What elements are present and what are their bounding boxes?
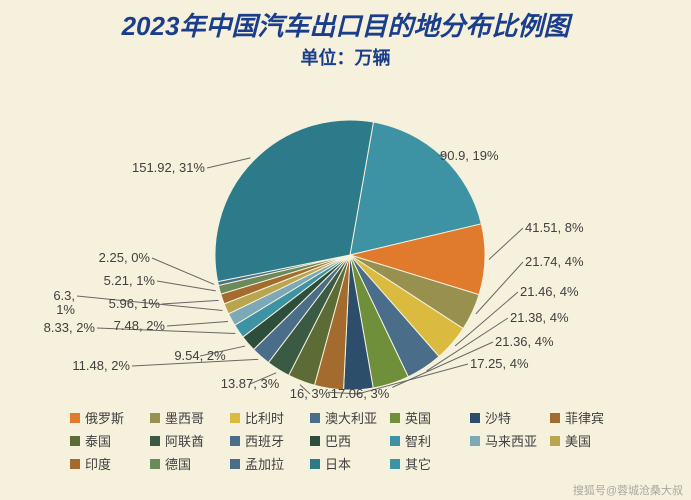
legend-label: 沙特 (485, 408, 511, 427)
legend-swatch (230, 436, 240, 446)
legend-item: 马来西亚 (470, 431, 550, 450)
legend-item: 巴西 (310, 431, 390, 450)
legend-swatch (470, 413, 480, 423)
legend-label: 其它 (405, 454, 431, 473)
legend-item: 孟加拉 (230, 454, 310, 473)
legend-item: 西班牙 (230, 431, 310, 450)
legend-label: 印度 (85, 454, 111, 473)
slice-label: 21.38, 4% (510, 310, 569, 325)
slice-label: 1% (56, 302, 75, 317)
slice-label: 13.87, 3% (221, 376, 280, 391)
legend-item: 印度 (70, 454, 150, 473)
legend-swatch (550, 413, 560, 423)
leader-line (489, 228, 523, 260)
legend-label: 俄罗斯 (85, 408, 124, 427)
legend-label: 日本 (325, 454, 351, 473)
legend-item: 菲律宾 (550, 408, 630, 427)
legend-label: 德国 (165, 454, 191, 473)
legend-swatch (310, 436, 320, 446)
slice-label: 2.25, 0% (99, 250, 151, 265)
legend-item: 阿联酋 (150, 431, 230, 450)
legend-label: 美国 (565, 431, 591, 450)
slice-label: 7.48, 2% (114, 318, 166, 333)
legend-swatch (150, 413, 160, 423)
slice-label: 151.92, 31% (132, 160, 205, 175)
leader-line (162, 300, 219, 304)
slice-label: 16, 3% (290, 386, 331, 401)
legend-label: 孟加拉 (245, 454, 284, 473)
legend-item: 英国 (390, 408, 470, 427)
slice-label: 90.9, 19% (440, 148, 499, 163)
legend-swatch (310, 459, 320, 469)
legend-label: 智利 (405, 431, 431, 450)
slice-label: 17.06, 3% (331, 386, 390, 401)
watermark: 搜狐号@蓉城沧桑大叔 (573, 482, 683, 498)
slice-label: 21.36, 4% (495, 334, 554, 349)
slice-label: 6.3, (53, 288, 75, 303)
legend-swatch (390, 459, 400, 469)
legend: 俄罗斯 墨西哥 比利时 澳大利亚 英国 沙特 菲律宾泰国 阿联酋 西班牙 巴西 智利 马来西亚 美国印度… (70, 408, 630, 477)
legend-item: 墨西哥 (150, 408, 230, 427)
legend-label: 巴西 (325, 431, 351, 450)
legend-label: 菲律宾 (565, 408, 604, 427)
legend-label: 马来西亚 (485, 431, 537, 450)
leader-line (157, 281, 216, 291)
legend-swatch (150, 459, 160, 469)
slice-label: 8.33, 2% (44, 320, 96, 335)
legend-label: 西班牙 (245, 431, 284, 450)
slice-label: 17.25, 4% (470, 356, 529, 371)
slice-label: 21.74, 4% (525, 254, 584, 269)
legend-label: 澳大利亚 (325, 408, 377, 427)
legend-swatch (230, 459, 240, 469)
legend-label: 比利时 (245, 408, 284, 427)
legend-item: 澳大利亚 (310, 408, 390, 427)
legend-item: 沙特 (470, 408, 550, 427)
legend-label: 泰国 (85, 431, 111, 450)
legend-item: 美国 (550, 431, 630, 450)
slice-label: 21.46, 4% (520, 284, 579, 299)
legend-swatch (70, 413, 80, 423)
legend-row: 泰国 阿联酋 西班牙 巴西 智利 马来西亚 美国 (70, 431, 630, 450)
legend-label: 墨西哥 (165, 408, 204, 427)
slice-label: 9.54, 2% (174, 348, 226, 363)
legend-swatch (230, 413, 240, 423)
legend-label: 英国 (405, 408, 431, 427)
legend-swatch (550, 436, 560, 446)
slice-label: 5.96, 1% (109, 296, 161, 311)
legend-label: 阿联酋 (165, 431, 204, 450)
legend-swatch (70, 436, 80, 446)
legend-item: 泰国 (70, 431, 150, 450)
legend-row: 俄罗斯 墨西哥 比利时 澳大利亚 英国 沙特 菲律宾 (70, 408, 630, 427)
legend-item: 俄罗斯 (70, 408, 150, 427)
slice-label: 11.48, 2% (72, 358, 130, 373)
leader-line (207, 158, 251, 168)
legend-item: 德国 (150, 454, 230, 473)
leader-line (167, 322, 228, 326)
legend-item: 比利时 (230, 408, 310, 427)
legend-swatch (310, 413, 320, 423)
legend-swatch (390, 436, 400, 446)
legend-item: 日本 (310, 454, 390, 473)
legend-item: 智利 (390, 431, 470, 450)
legend-row: 印度 德国 孟加拉 日本 其它 (70, 454, 630, 473)
legend-swatch (470, 436, 480, 446)
slice-label: 41.51, 8% (525, 220, 584, 235)
legend-swatch (150, 436, 160, 446)
legend-item: 其它 (390, 454, 470, 473)
pie-svg: 90.9, 19% 41.51, 8% 21.74, 4% 21.46, 4% 21.3… (0, 60, 691, 405)
pie-chart: 90.9, 19% 41.51, 8% 21.74, 4% 21.46, 4% 21.3… (0, 60, 691, 405)
chart-title: 2023年中国汽车出口目的地分布比例图 (0, 6, 691, 43)
legend-swatch (390, 413, 400, 423)
leader-line (152, 258, 214, 284)
slice-label: 5.21, 1% (104, 273, 156, 288)
legend-swatch (70, 459, 80, 469)
